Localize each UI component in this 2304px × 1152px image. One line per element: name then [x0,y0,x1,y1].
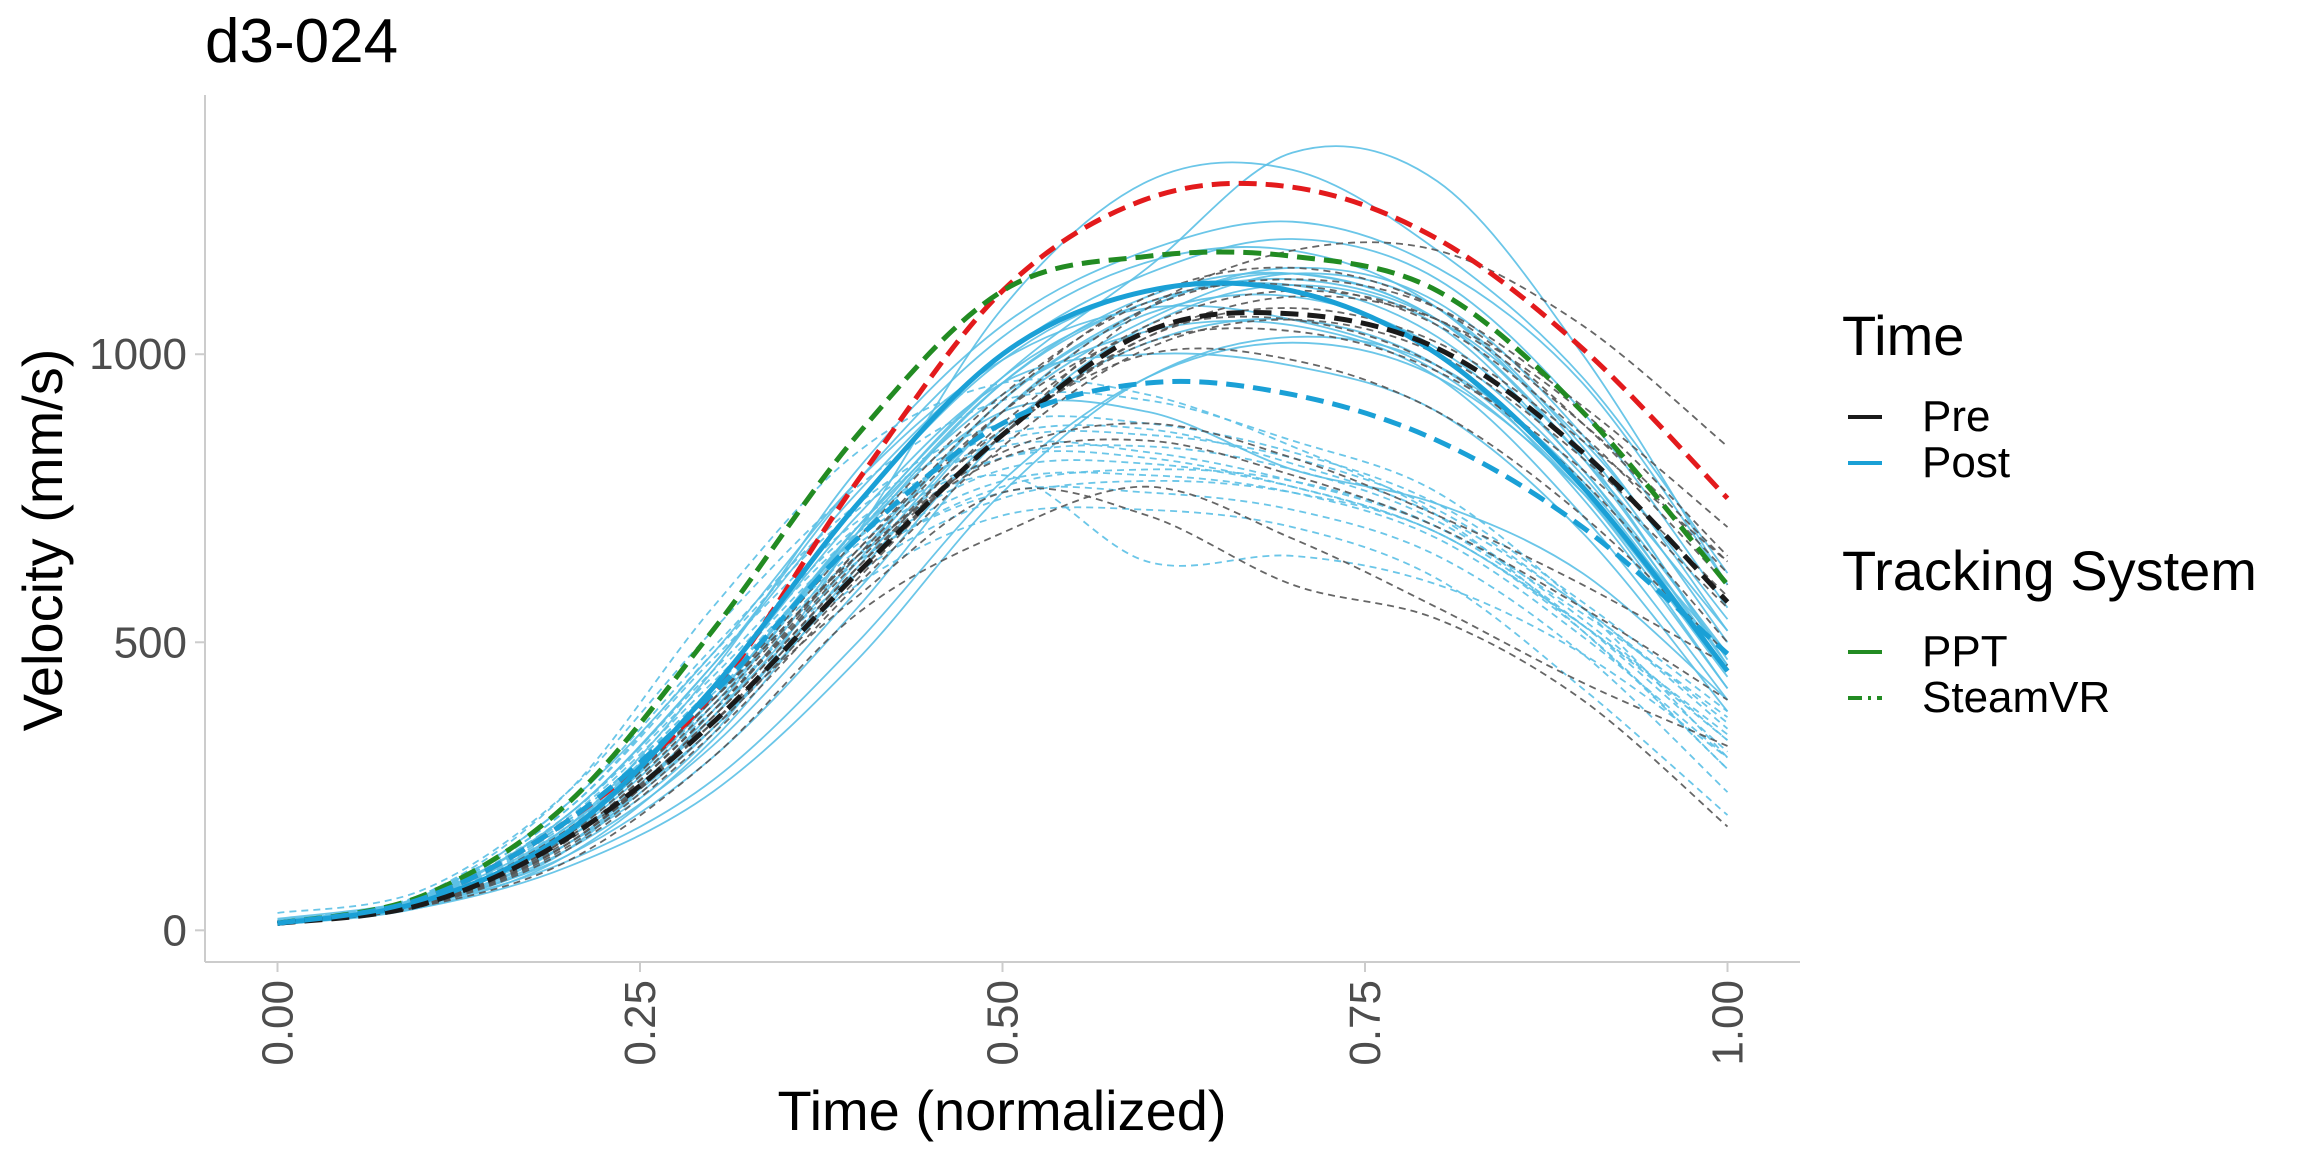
series-line-4 [277,310,1730,926]
series-line-3 [277,280,1730,926]
y-tick-label: 500 [114,618,187,667]
series-line-12 [277,304,1729,922]
x-tick-label: 0.75 [1341,980,1390,1066]
legend-label: SteamVR [1922,673,2110,722]
series-line-43 [277,266,1729,925]
series-line-51 [277,485,1728,925]
series-line-19 [277,317,1729,926]
series-line-49 [277,438,1728,925]
series-line-27 [277,391,1729,914]
series-line-30 [277,450,1729,924]
y-tick-label: 1000 [89,330,187,379]
legend-title-2: Tracking System [1842,539,2257,602]
series-line-53 [277,347,1729,925]
x-tick-label: 0.00 [254,980,303,1066]
series-line-31 [277,474,1729,924]
series-line-1 [277,180,1730,926]
x-tick-label: 0.50 [979,980,1028,1066]
x-ticks: 0.00 0.25 0.50 0.75 1.00 [254,962,1753,1066]
series-line-38 [277,440,1729,923]
series-line-2 [277,249,1730,926]
x-tick-label: 1.00 [1704,980,1753,1066]
chart-title: d3-024 [205,7,398,76]
legend-label: Pre [1922,392,1990,441]
series-line-44 [277,318,1729,925]
y-tick-label: 0 [163,906,187,955]
series-line-35 [277,459,1729,925]
series-line-6 [277,161,1729,920]
series-line-39 [277,471,1729,925]
series-line-5 [277,378,1730,926]
series-line-9 [277,145,1729,926]
series-line-25 [277,277,1729,924]
legend-label: PPT [1922,627,2008,676]
series-line-52 [277,487,1729,925]
series-line-28 [277,378,1729,925]
y-axis-title: Velocity (mm/s) [11,349,74,732]
series-line-54 [277,289,1729,925]
legend-label: Post [1922,438,2010,487]
x-axis-title: Time (normalized) [777,1079,1226,1142]
series-line-55 [277,315,1729,925]
y-ticks: 0 500 1000 [89,330,205,955]
series-line-37 [277,444,1729,924]
x-tick-label: 0.25 [616,980,665,1066]
legend-title-1: Time [1842,304,1964,367]
series-line-41 [277,468,1729,925]
series-line-23 [277,246,1729,924]
series-layer [277,145,1730,926]
series-line-42 [277,241,1729,925]
series-line-50 [277,422,1728,925]
series-line-47 [277,278,1729,925]
